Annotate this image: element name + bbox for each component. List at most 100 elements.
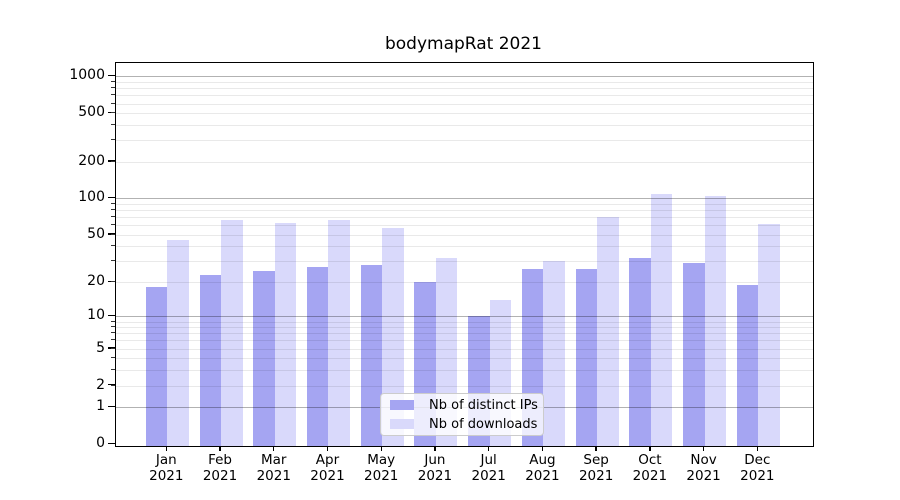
y-minor-tick-mark	[111, 339, 115, 341]
gridline-minor	[116, 333, 813, 335]
y-tick-label: 50	[87, 225, 105, 242]
gridline-minor	[116, 125, 813, 127]
x-tick-year: 2021	[471, 468, 506, 484]
x-tick-month: Feb	[208, 452, 232, 468]
y-tick-label: 0	[96, 435, 105, 451]
bar-distinct-ips	[575, 268, 598, 446]
y-minor-tick-mark	[111, 320, 115, 322]
x-tick-mark	[219, 446, 221, 451]
legend-label-downloads: Nb of downloads	[429, 416, 538, 432]
y-tick-mark	[108, 314, 115, 317]
x-tick-label: Aug 2021	[510, 452, 574, 484]
x-tick-month: Oct	[638, 452, 662, 468]
y-minor-tick-mark	[111, 332, 115, 334]
y-minor-tick-mark	[111, 203, 115, 205]
x-tick-year: 2021	[578, 468, 614, 484]
bar-distinct-ips	[253, 270, 275, 446]
x-tick-label: Sep 2021	[564, 452, 628, 484]
x-tick-year: 2021	[256, 468, 291, 484]
x-tick-mark	[326, 446, 329, 451]
x-tick-year: 2021	[202, 468, 238, 484]
y-minor-tick-mark	[111, 281, 115, 283]
gridline-minor	[116, 103, 813, 105]
gridline-minor	[116, 246, 813, 248]
y-tick-mark	[108, 196, 115, 199]
bar-distinct-ips	[736, 284, 759, 446]
legend-swatch-distinct-ips	[390, 400, 414, 410]
x-tick-label: Feb 2021	[188, 452, 252, 484]
x-tick-label: Apr 2021	[295, 452, 359, 484]
x-tick-mark	[756, 446, 759, 451]
gridline-minor	[116, 358, 813, 360]
x-tick-mark	[380, 446, 382, 451]
gridline-minor	[116, 88, 813, 90]
x-tick-month: Mar	[261, 452, 287, 468]
y-minor-tick-mark	[111, 112, 115, 114]
bar-distinct-ips	[199, 274, 222, 446]
y-tick-label: 10	[87, 307, 105, 324]
gridline-minor	[116, 282, 813, 284]
gridline-minor	[116, 234, 813, 236]
gridline-minor	[116, 204, 813, 206]
x-tick-month: Aug	[529, 452, 556, 468]
y-minor-tick-mark	[111, 81, 115, 83]
y-tick-label: 1000	[69, 67, 105, 84]
gridline-major	[116, 198, 813, 200]
y-minor-tick-mark	[111, 94, 115, 96]
x-tick-month: May	[367, 452, 396, 468]
y-minor-tick-mark	[111, 384, 115, 386]
x-tick-year: 2021	[310, 468, 345, 484]
y-minor-tick-mark	[111, 347, 115, 349]
y-minor-tick-mark	[111, 102, 115, 104]
bar-downloads	[382, 227, 404, 446]
x-tick-mark	[434, 446, 436, 451]
y-minor-tick-mark	[111, 326, 115, 328]
bar-downloads	[221, 220, 243, 446]
bar-downloads	[328, 220, 350, 446]
y-tick-label: 1	[96, 398, 105, 415]
y-minor-tick-mark	[111, 87, 115, 89]
x-tick-month: Sep	[583, 452, 609, 468]
x-tick-mark	[541, 446, 544, 451]
gridline-minor	[116, 348, 813, 350]
x-tick-month: Jul	[480, 452, 497, 468]
gridline-minor	[116, 95, 813, 97]
chart-title: bodymapRat 2021	[384, 34, 542, 54]
bar-downloads	[704, 196, 727, 446]
x-tick-year: 2021	[686, 468, 721, 484]
gridline-minor	[116, 161, 813, 163]
x-tick-mark	[487, 446, 490, 451]
gridline-major	[116, 316, 813, 318]
legend-row: Nb of distinct IPs	[390, 398, 538, 413]
x-tick-month: Jan	[155, 452, 177, 468]
y-minor-tick-mark	[111, 216, 115, 218]
legend-label-distinct-ips: Nb of distinct IPs	[429, 397, 538, 413]
gridline-minor	[116, 261, 813, 263]
x-tick-label: Nov 2021	[672, 452, 736, 484]
x-tick-label: Mar 2021	[242, 452, 306, 484]
x-tick-month: Jun	[424, 452, 446, 468]
bar-downloads	[274, 222, 297, 446]
x-tick-mark	[702, 446, 705, 451]
bar-downloads	[167, 240, 189, 446]
x-tick-year: 2021	[740, 468, 775, 484]
bar-downloads	[758, 224, 780, 446]
y-minor-tick-mark	[111, 357, 115, 359]
x-tick-month: Apr	[315, 452, 340, 468]
y-minor-tick-mark	[111, 209, 115, 211]
y-tick-mark	[108, 74, 115, 77]
gridline-minor	[116, 327, 813, 329]
y-tick-mark	[108, 442, 115, 444]
x-tick-mark	[649, 446, 651, 451]
y-tick-label: 5	[96, 339, 105, 356]
legend-swatch-downloads	[390, 419, 414, 429]
plot-area: Nb of distinct IPs Nb of downloads	[115, 62, 814, 447]
y-minor-tick-mark	[111, 260, 115, 262]
bar-downloads	[543, 261, 565, 446]
gridline-major	[116, 76, 813, 78]
y-minor-tick-mark	[111, 233, 115, 235]
x-tick-label: Jan 2021	[134, 452, 198, 484]
x-tick-label: Oct 2021	[618, 452, 682, 484]
y-minor-tick-mark	[111, 224, 115, 226]
